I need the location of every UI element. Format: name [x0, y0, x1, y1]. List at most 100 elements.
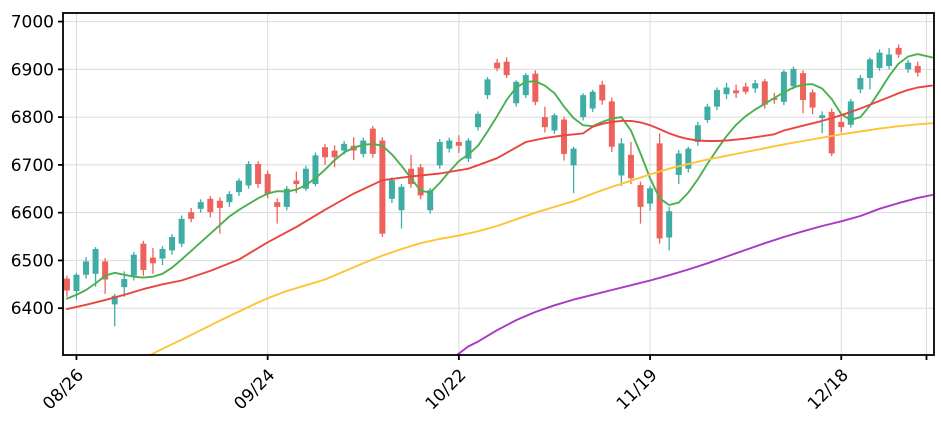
candle-down — [733, 84, 740, 99]
y-tick-label: 6800 — [11, 108, 54, 128]
candle-body — [886, 54, 893, 67]
candle-down — [455, 135, 462, 153]
candle-body — [742, 86, 749, 92]
candle-body — [800, 73, 807, 100]
candle-down — [503, 57, 510, 78]
candle-body — [92, 248, 99, 274]
candle-up — [235, 178, 242, 196]
candle-up — [819, 111, 826, 134]
candle-body — [283, 188, 290, 207]
candle-body — [666, 211, 673, 238]
candle-body — [685, 148, 692, 169]
candle-up — [169, 234, 176, 255]
candle-up — [522, 73, 529, 99]
candle-body — [388, 180, 395, 199]
candle-up — [484, 77, 491, 99]
candle-down — [149, 248, 156, 274]
candle-body — [494, 62, 501, 69]
candle-body — [570, 148, 577, 166]
candle-body — [264, 173, 271, 195]
candle-up — [713, 87, 720, 110]
candle-body — [427, 190, 434, 211]
candle-up — [446, 137, 453, 153]
candle-down — [656, 133, 663, 244]
candle-up — [857, 75, 864, 94]
candle-down — [255, 161, 262, 188]
candle-body — [627, 154, 634, 179]
candle-up — [589, 89, 596, 112]
candle-body — [790, 68, 797, 87]
candle-down — [331, 145, 338, 168]
ma-long-purple — [455, 194, 934, 355]
candle-up — [388, 177, 395, 204]
y-tick-label: 6700 — [11, 156, 54, 176]
candle-down — [369, 125, 376, 158]
candle-up — [647, 185, 654, 211]
candle-down — [494, 58, 501, 72]
candle-body — [169, 237, 176, 251]
candle-up — [436, 139, 443, 169]
candle-down — [637, 181, 644, 224]
y-tick-label: 6600 — [11, 204, 54, 224]
candle-body — [484, 79, 491, 96]
candle-up — [847, 98, 854, 128]
candle-body — [188, 212, 195, 219]
candle-body — [216, 200, 223, 208]
axes-frame — [62, 12, 935, 356]
candle-body — [733, 90, 740, 94]
candle-body — [178, 218, 185, 244]
candle-body — [322, 147, 329, 158]
candle-down — [742, 82, 749, 95]
candle-body — [551, 115, 558, 131]
candle-up — [130, 251, 137, 281]
candle-body — [809, 92, 816, 108]
candle-up — [465, 138, 472, 163]
candle-body — [341, 143, 348, 151]
candle-body — [905, 62, 912, 70]
y-tick-label: 6900 — [11, 60, 54, 80]
candle-body — [838, 121, 845, 128]
candle-body — [647, 188, 654, 204]
candle-body — [780, 71, 787, 102]
candle-body — [312, 155, 319, 184]
candle-down — [379, 137, 386, 238]
candle-body — [580, 95, 587, 118]
candle-up — [551, 113, 558, 134]
candle-down — [188, 207, 195, 223]
candle-down — [322, 143, 329, 165]
candle-up — [474, 111, 481, 131]
candle-down — [63, 275, 70, 297]
candle-up — [197, 199, 204, 213]
candle-up — [694, 121, 701, 146]
candle-down — [627, 141, 634, 184]
candle-down — [608, 97, 615, 152]
candle-up — [226, 191, 233, 207]
candle-body — [675, 153, 682, 175]
candle-up — [178, 215, 185, 248]
gridlines — [63, 13, 934, 355]
ma-fast-green — [65, 53, 934, 300]
candle-body — [255, 163, 262, 184]
y-tick-label: 7000 — [11, 13, 54, 33]
candle-body — [83, 261, 90, 275]
candle-up — [92, 247, 99, 287]
candle-body — [828, 111, 835, 154]
candle-body — [532, 73, 539, 102]
candle-body — [819, 115, 826, 119]
candle-body — [130, 254, 137, 276]
candle-body — [513, 81, 520, 104]
candle-down — [417, 163, 424, 200]
candle-body — [866, 59, 873, 78]
ma-slow-yellow — [148, 122, 934, 355]
candle-up — [685, 146, 692, 173]
candle-down — [895, 44, 902, 58]
candle-body — [637, 184, 644, 207]
candle-up — [580, 93, 587, 121]
candle-body — [474, 113, 481, 128]
candle-body — [446, 140, 453, 149]
candle-body — [302, 168, 309, 189]
candle-down — [800, 70, 807, 114]
candle-body — [331, 150, 338, 158]
candle-up — [666, 206, 673, 251]
